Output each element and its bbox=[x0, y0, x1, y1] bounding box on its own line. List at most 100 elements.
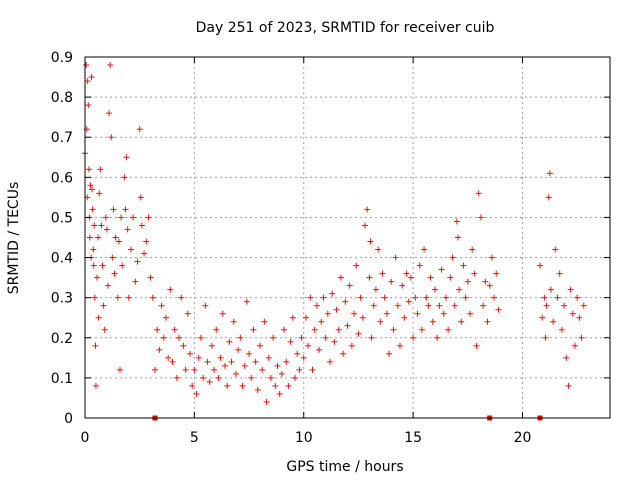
data-point bbox=[94, 274, 101, 281]
data-point bbox=[89, 206, 96, 213]
data-point bbox=[372, 286, 379, 293]
data-point bbox=[322, 334, 329, 341]
data-point bbox=[546, 170, 553, 177]
plot-frame bbox=[84, 56, 611, 419]
data-point bbox=[204, 358, 211, 365]
x-tick-label: 10 bbox=[295, 430, 313, 446]
data-point bbox=[235, 346, 242, 353]
data-points bbox=[82, 62, 587, 405]
data-point bbox=[173, 374, 180, 381]
data-point bbox=[87, 182, 94, 189]
data-point bbox=[91, 222, 98, 229]
data-point bbox=[90, 262, 97, 269]
data-point bbox=[226, 338, 233, 345]
data-point bbox=[92, 382, 99, 389]
data-point bbox=[467, 310, 473, 317]
data-point bbox=[202, 302, 209, 309]
data-point bbox=[276, 390, 283, 397]
data-point bbox=[189, 382, 196, 389]
data-point bbox=[416, 262, 423, 269]
data-point bbox=[367, 238, 374, 245]
data-point bbox=[547, 286, 554, 293]
data-point bbox=[274, 362, 281, 369]
data-point bbox=[475, 190, 482, 197]
data-point bbox=[104, 282, 111, 289]
data-point bbox=[370, 302, 377, 309]
data-point bbox=[259, 366, 266, 373]
data-point bbox=[206, 378, 213, 385]
data-point bbox=[285, 382, 292, 389]
data-point bbox=[572, 342, 578, 349]
data-point bbox=[119, 262, 126, 269]
data-point bbox=[138, 222, 145, 229]
data-point bbox=[342, 298, 349, 305]
data-point bbox=[537, 262, 543, 269]
data-point bbox=[388, 278, 395, 285]
data-point bbox=[248, 374, 255, 381]
data-point bbox=[362, 222, 368, 229]
data-point bbox=[283, 358, 290, 365]
data-point bbox=[539, 314, 546, 321]
data-point bbox=[111, 270, 118, 277]
data-point bbox=[160, 334, 167, 341]
data-point bbox=[219, 310, 226, 317]
data-point bbox=[95, 234, 102, 241]
data-point bbox=[287, 338, 294, 345]
data-point bbox=[92, 342, 99, 349]
data-point bbox=[292, 374, 298, 381]
data-point bbox=[195, 354, 202, 361]
data-point bbox=[145, 214, 152, 221]
data-point bbox=[98, 222, 105, 229]
data-point bbox=[379, 270, 386, 277]
data-point bbox=[169, 358, 176, 365]
y-tick-label: 0.7 bbox=[51, 130, 73, 146]
data-point bbox=[410, 334, 417, 341]
data-point bbox=[278, 370, 285, 377]
data-point bbox=[246, 350, 253, 357]
data-point bbox=[412, 294, 419, 301]
data-point bbox=[95, 314, 102, 321]
data-point bbox=[97, 166, 104, 173]
data-point bbox=[561, 302, 568, 309]
data-point bbox=[85, 166, 92, 173]
y-axis-label: SRMTID / TECUs bbox=[6, 182, 22, 295]
data-point bbox=[107, 62, 114, 69]
data-point bbox=[115, 238, 122, 245]
data-point bbox=[91, 294, 98, 301]
data-point bbox=[124, 226, 131, 233]
data-point bbox=[432, 286, 438, 293]
data-point bbox=[191, 366, 198, 373]
data-point bbox=[366, 274, 373, 281]
data-point bbox=[176, 334, 183, 341]
data-point bbox=[305, 342, 312, 349]
data-point bbox=[149, 294, 156, 301]
y-tick-label: 0 bbox=[64, 411, 73, 427]
data-point bbox=[377, 318, 384, 325]
data-point bbox=[309, 366, 316, 373]
data-point bbox=[462, 294, 469, 301]
data-point bbox=[112, 234, 119, 241]
data-point bbox=[313, 302, 320, 309]
data-point bbox=[565, 382, 572, 389]
data-point bbox=[187, 350, 193, 357]
data-point bbox=[109, 254, 116, 261]
data-point bbox=[558, 326, 565, 333]
data-point bbox=[392, 254, 399, 261]
data-point bbox=[335, 326, 342, 333]
data-point bbox=[134, 258, 141, 265]
data-point bbox=[451, 302, 458, 309]
data-point bbox=[574, 294, 581, 301]
data-point bbox=[495, 306, 502, 313]
data-point bbox=[108, 134, 115, 141]
data-point bbox=[136, 126, 143, 133]
data-point bbox=[224, 382, 231, 389]
data-point bbox=[156, 346, 163, 353]
data-point bbox=[182, 366, 189, 373]
data-point bbox=[241, 362, 248, 369]
data-point bbox=[228, 358, 235, 365]
data-point bbox=[320, 294, 327, 301]
data-point bbox=[200, 374, 207, 381]
data-point bbox=[118, 214, 125, 221]
data-point bbox=[121, 174, 128, 181]
data-point bbox=[294, 350, 301, 357]
